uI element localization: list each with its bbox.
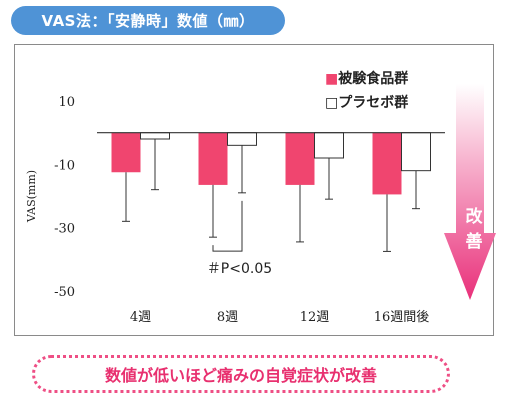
significance-label: ＃P<0.05	[207, 261, 272, 277]
legend-item-placebo: □プラセボ群	[325, 92, 408, 112]
bar-placebo-0	[140, 132, 170, 140]
x-tick-label-0: 4週	[130, 310, 151, 325]
legend-label-test: 被験食品群	[338, 71, 409, 87]
y-tick-label-1: -10	[54, 158, 75, 173]
bar-chart: 10 -10 -30 -50 VAS(mm) 4週 8週 12週 16週間後 ＃P<0.05	[25, 95, 445, 325]
legend-label-placebo: プラセボ群	[338, 95, 409, 111]
summary-caption-text: 数値が低いほど痛みの自覚症状が改善	[104, 366, 377, 385]
bar-placebo-2	[314, 132, 344, 159]
x-tick-label-1: 8週	[217, 310, 238, 325]
y-tick-label-2: -30	[54, 222, 75, 237]
bar-placebo-1	[227, 132, 257, 146]
bar-test-1	[198, 132, 228, 185]
improvement-label: 改 善	[459, 205, 489, 255]
bar-test-2	[285, 132, 315, 185]
y-axis-label: VAS(mm)	[25, 170, 38, 223]
chart-frame: 10 -10 -30 -50 VAS(mm) 4週 8週 12週 16週間後 ＃P<0.05 ■被…	[14, 44, 494, 336]
bar-test-3	[372, 132, 402, 195]
x-tick-label-3: 16週間後	[374, 310, 430, 325]
chart-title-badge: VAS法：「安静時」数値（㎜）	[11, 6, 285, 35]
improvement-label-line1: 改	[465, 207, 483, 227]
summary-caption: 数値が低いほど痛みの自覚症状が改善	[32, 355, 450, 393]
y-tick-label-0: 10	[58, 95, 75, 110]
improvement-label-line2: 善	[465, 232, 483, 252]
significance-bracket	[212, 200, 243, 252]
bar-placebo-3	[401, 132, 431, 172]
chart-title: VAS法：「安静時」数値（㎜）	[41, 12, 255, 30]
x-tick-label-2: 12週	[300, 310, 330, 325]
legend-marker-test: ■	[325, 71, 339, 87]
legend-marker-placebo: □	[325, 95, 339, 111]
y-tick-label-3: -50	[54, 285, 75, 300]
legend-item-test: ■被験食品群	[325, 68, 408, 88]
bar-test-0	[111, 132, 141, 173]
